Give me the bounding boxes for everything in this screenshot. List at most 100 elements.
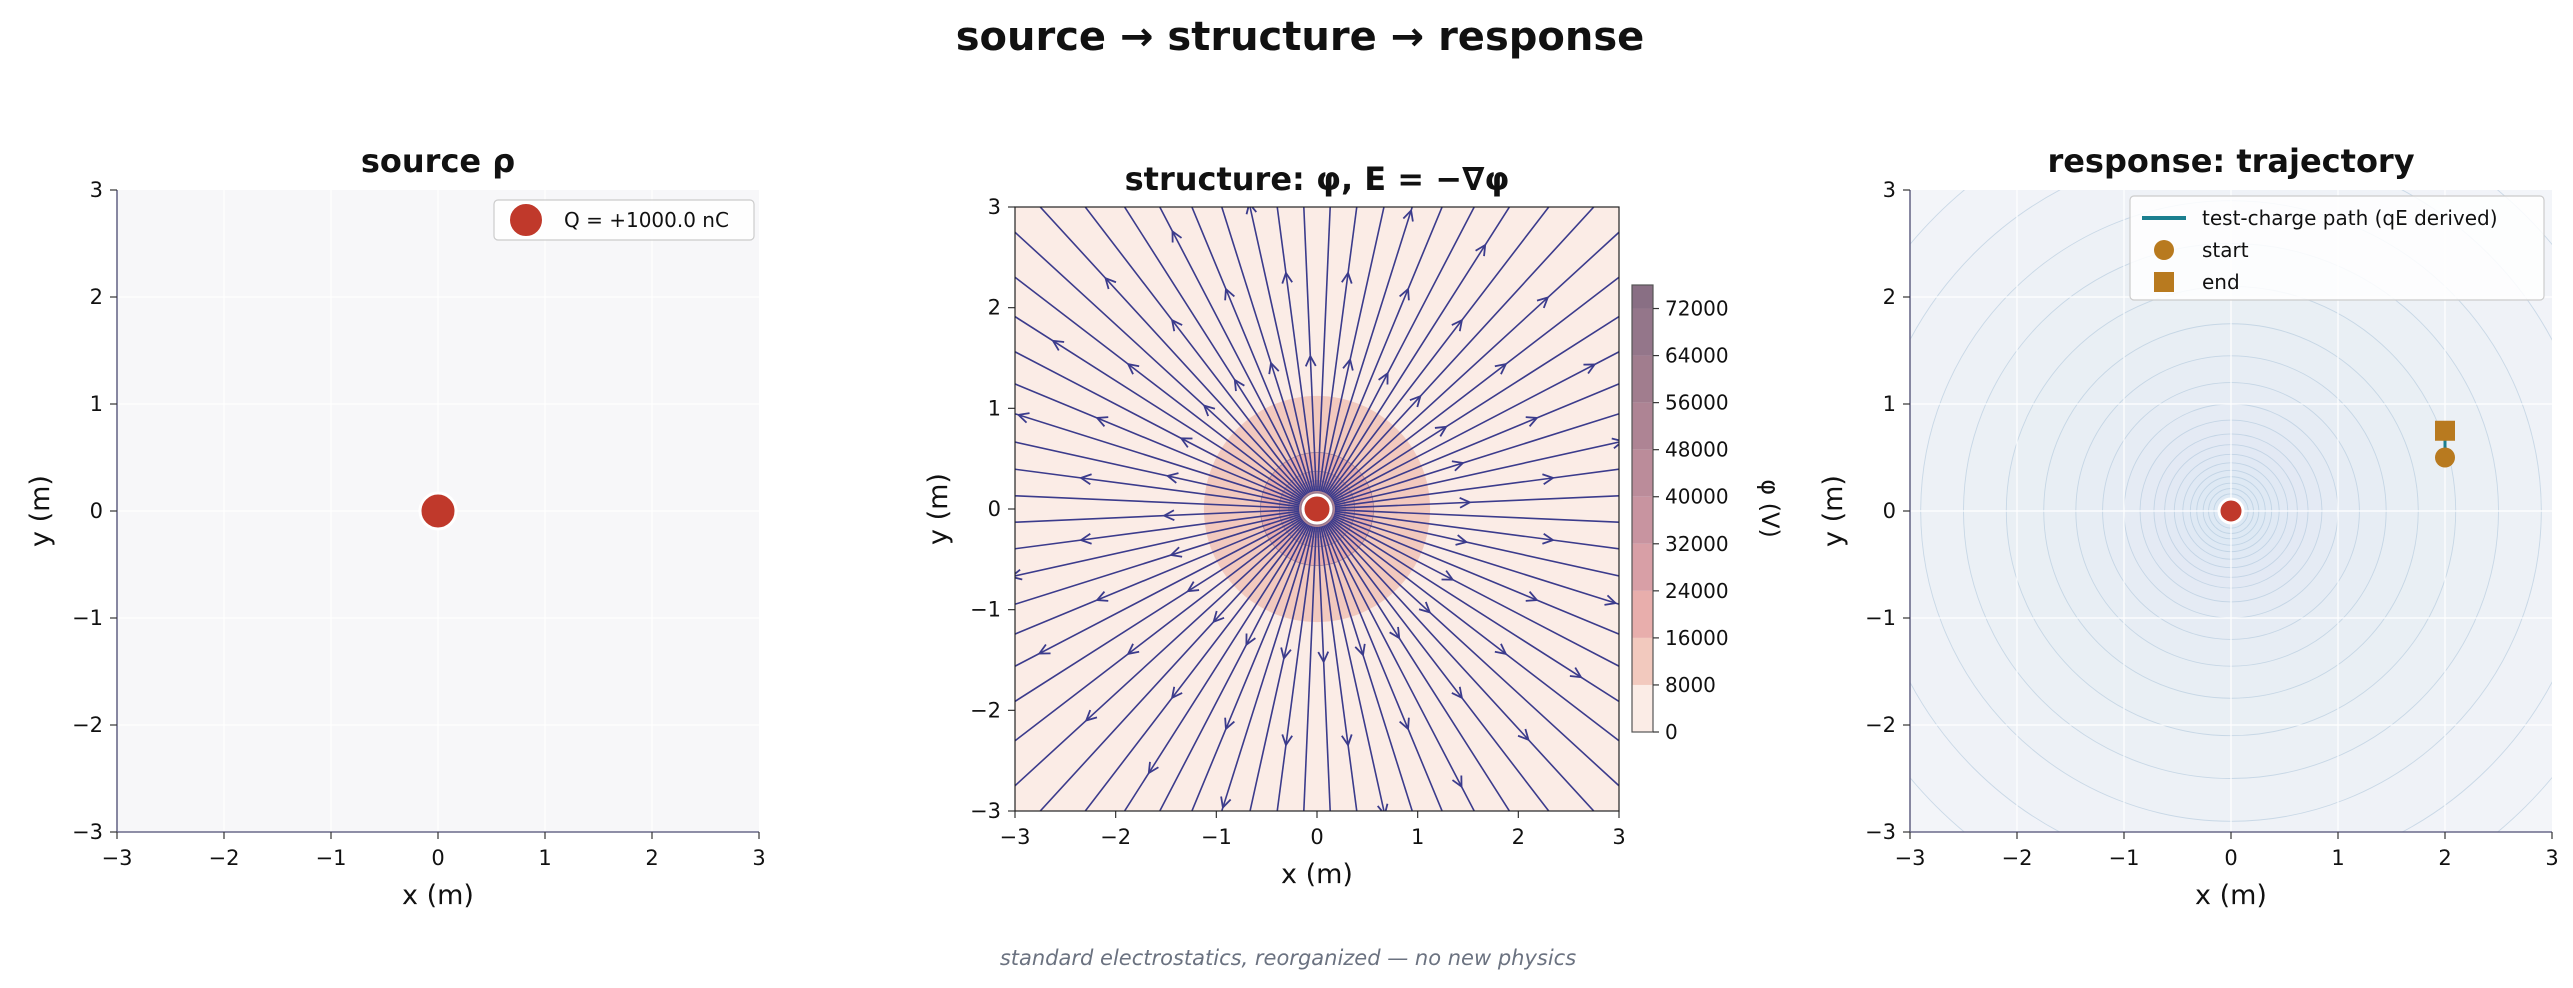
- end-marker: [2435, 420, 2455, 441]
- field-arrow: [1378, 371, 1389, 385]
- field-line: [1334, 441, 1619, 506]
- colorbar-band: [1632, 543, 1653, 591]
- field-line: [1158, 524, 1310, 811]
- field-arrow: [1147, 761, 1159, 775]
- field-line: [1324, 207, 1476, 494]
- field-arrow: [1317, 651, 1330, 664]
- field-line: [1316, 207, 1331, 492]
- field-line: [1158, 207, 1310, 494]
- field-arrow: [1341, 734, 1353, 747]
- field-line: [1334, 510, 1619, 550]
- field-lines: [1004, 207, 1619, 811]
- field-line: [1015, 350, 1302, 502]
- legend-box: [2129, 195, 2545, 301]
- y-tick-label: 0: [1883, 499, 1896, 523]
- x-tick-label: −1: [2109, 846, 2140, 870]
- x-tick-label: 0: [2224, 846, 2237, 870]
- field-line: [1015, 412, 1301, 505]
- field-line: [1220, 207, 1313, 493]
- field-line: [1123, 207, 1309, 495]
- field-arrow: [1451, 318, 1464, 332]
- field-line: [1249, 207, 1314, 492]
- y-tick-label: −1: [1865, 606, 1896, 630]
- x-tick-label: 3: [1612, 825, 1625, 849]
- field-line: [1327, 207, 1550, 496]
- y-tick-label: 0: [90, 499, 103, 523]
- field-line: [1276, 207, 1316, 492]
- field-arrow: [1455, 534, 1469, 546]
- colorbar-tick-label: 40000: [1665, 485, 1729, 509]
- field-line: [1303, 207, 1318, 492]
- field-arrow: [1604, 594, 1618, 606]
- legend-box: [493, 199, 755, 241]
- x-tick-label: −3: [1895, 846, 1926, 870]
- field-arrow: [1202, 404, 1216, 417]
- field-line: [1123, 523, 1309, 811]
- footnote: standard electrostatics, reorganized — n…: [1000, 946, 1576, 970]
- colorbar-tick-label: 8000: [1665, 673, 1716, 697]
- field-line: [1015, 510, 1300, 550]
- x-tick-label: −1: [316, 846, 347, 870]
- y-tick-label: −2: [970, 698, 1001, 722]
- field-line: [1333, 412, 1619, 505]
- field-arrow: [1084, 709, 1098, 722]
- field-arrow: [1079, 473, 1092, 485]
- field-line: [1333, 515, 1619, 635]
- colorbar-tick-label: 16000: [1665, 626, 1729, 650]
- field-arrow: [1224, 717, 1235, 731]
- y-tick-label: 1: [988, 396, 1001, 420]
- field-line: [1220, 525, 1313, 811]
- y-axis: −3 −2 −1 0 1 2 3 y (m): [923, 195, 1015, 823]
- field-line: [1316, 526, 1331, 811]
- field-arrow: [1220, 796, 1232, 810]
- panel-title: response: trajectory: [2047, 142, 2414, 180]
- field-arrow: [1004, 490, 1014, 500]
- field-arrow: [1079, 533, 1092, 545]
- legend-charge-marker: [508, 202, 544, 238]
- field-arrow: [1280, 647, 1292, 661]
- field-line: [1191, 207, 1311, 493]
- x-axis-label: x (m): [402, 880, 474, 911]
- field-line: [1320, 526, 1385, 811]
- x-tick-label: 0: [431, 846, 444, 870]
- potential-contour: [1300, 492, 1334, 526]
- colorbar-band: [1632, 308, 1653, 356]
- field-line: [1329, 520, 1619, 787]
- y-tick-label: 3: [1883, 178, 1896, 202]
- field-arrow: [1179, 437, 1193, 448]
- field-arrow: [1015, 569, 1023, 581]
- axes-frame: [1014, 206, 1620, 812]
- field-arrow: [1170, 686, 1183, 700]
- field-arrow: [1451, 460, 1465, 472]
- field-line: [1325, 207, 1511, 495]
- field-arrow: [1475, 243, 1487, 257]
- field-line: [1015, 315, 1303, 501]
- field-arrow: [1459, 496, 1472, 509]
- field-arrow: [1611, 437, 1619, 449]
- x-axis: −3 −2 −1 0 1 2 3 x (m): [1895, 831, 2559, 911]
- colorbar-band: [1632, 637, 1653, 685]
- colorbar-tick-label: 72000: [1665, 297, 1729, 321]
- field-line: [1084, 207, 1307, 496]
- field-line: [1015, 512, 1300, 577]
- field-arrow: [1171, 229, 1183, 243]
- field-arrow: [1095, 591, 1109, 602]
- field-line: [1320, 207, 1385, 492]
- field-arrow: [1245, 207, 1257, 215]
- field-arrow: [1517, 728, 1530, 742]
- y-tick-label: 2: [1883, 285, 1896, 309]
- field-line: [1325, 523, 1511, 811]
- field-line: [1318, 207, 1358, 492]
- suptitle: source → structure → response: [956, 14, 1645, 60]
- y-tick-label: 2: [90, 285, 103, 309]
- field-line: [1039, 207, 1306, 497]
- field-arrow: [1542, 533, 1555, 545]
- field-line: [1015, 231, 1305, 498]
- y-tick-label: −1: [72, 606, 103, 630]
- colorbar-band: [1632, 402, 1653, 450]
- field-arrow: [1281, 271, 1293, 284]
- y-tick-label: 1: [1883, 392, 1896, 416]
- charge-marker: [418, 491, 458, 531]
- y-tick-label: −3: [72, 820, 103, 844]
- x-tick-label: 2: [1512, 825, 1525, 849]
